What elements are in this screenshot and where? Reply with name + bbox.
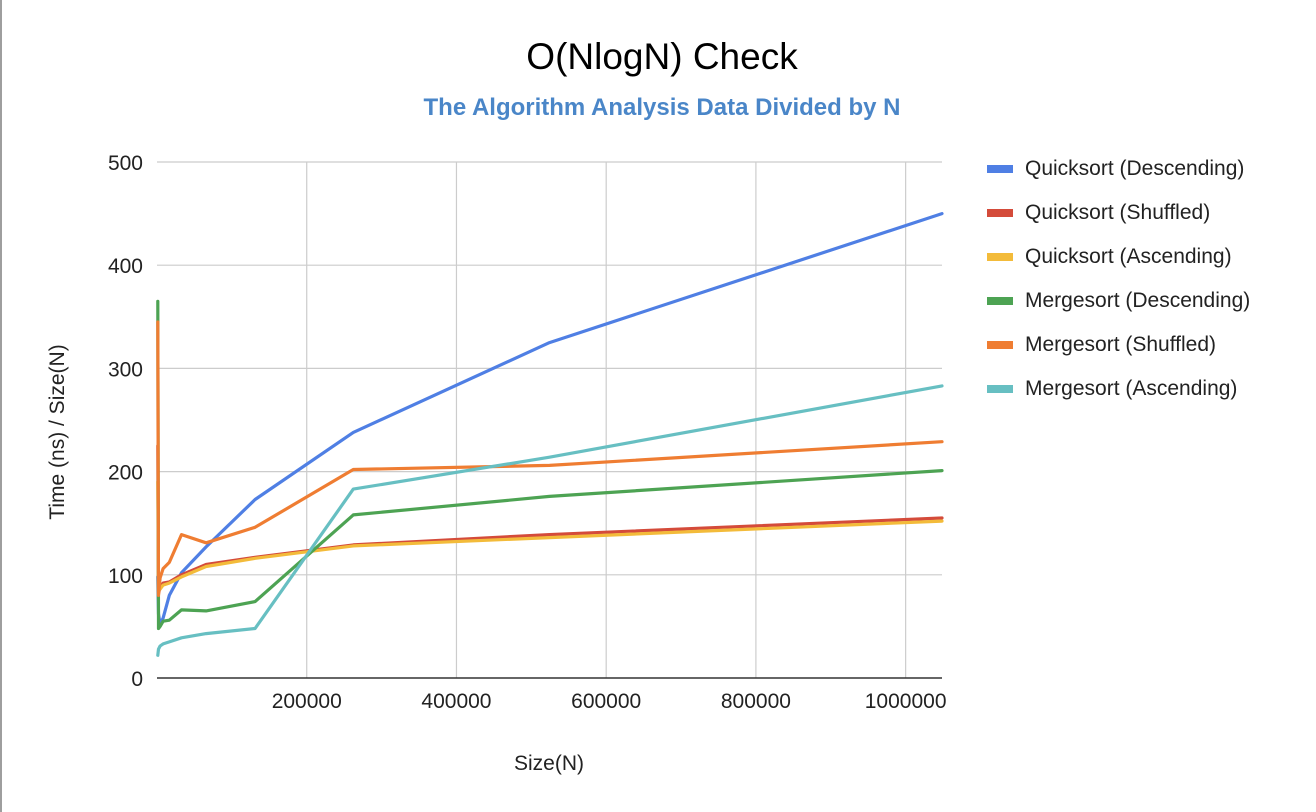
legend-item: Mergesort (Ascending) <box>987 367 1250 411</box>
legend-swatch <box>987 165 1013 173</box>
series-line-1 <box>156 212 944 626</box>
series-line-3 <box>156 480 944 592</box>
legend-label: Quicksort (Ascending) <box>1025 245 1232 268</box>
series-line-4 <box>156 299 944 631</box>
legend-swatch <box>987 253 1013 261</box>
x-tick-label: 1000000 <box>865 690 947 713</box>
x-tick-label: 800000 <box>721 690 791 713</box>
legend-label: Quicksort (Shuffled) <box>1025 201 1211 224</box>
legend-item: Mergesort (Descending) <box>987 279 1250 323</box>
y-tick-label: 400 <box>108 255 143 278</box>
legend-swatch <box>987 385 1013 393</box>
legend-label: Mergesort (Ascending) <box>1025 377 1238 400</box>
series-line-2 <box>156 444 944 596</box>
legend-label: Mergesort (Descending) <box>1025 289 1251 312</box>
y-tick-label: 300 <box>108 358 143 381</box>
legend-swatch <box>987 297 1013 305</box>
legend-swatch <box>987 341 1013 349</box>
x-tick-label: 200000 <box>272 690 342 713</box>
series-line-5 <box>156 320 944 598</box>
chart-subtitle: The Algorithm Analysis Data Divided by N <box>423 94 901 121</box>
chart-title: O(NlogN) Check <box>526 36 798 77</box>
legend-item: Quicksort (Descending) <box>987 147 1250 191</box>
legend: Quicksort (Descending) Quicksort (Shuffle… <box>987 147 1250 411</box>
y-tick-label: 0 <box>131 668 143 691</box>
x-tick-label: 600000 <box>571 690 641 713</box>
y-tick-label: 200 <box>108 462 143 485</box>
legend-item: Quicksort (Ascending) <box>987 235 1250 279</box>
legend-label: Mergesort (Shuffled) <box>1025 333 1217 356</box>
legend-label: Quicksort (Descending) <box>1025 157 1245 180</box>
y-tick-label: 100 <box>108 565 143 588</box>
x-axis-label: Size(N) <box>514 752 584 775</box>
y-tick-label: 500 <box>108 152 143 175</box>
legend-item: Quicksort (Shuffled) <box>987 191 1250 235</box>
legend-swatch <box>987 209 1013 217</box>
legend-item: Mergesort (Shuffled) <box>987 323 1250 367</box>
y-axis-label: Time (ns) / Size(N) <box>46 344 69 519</box>
series-line-6 <box>156 384 944 657</box>
x-tick-label: 400000 <box>421 690 491 713</box>
